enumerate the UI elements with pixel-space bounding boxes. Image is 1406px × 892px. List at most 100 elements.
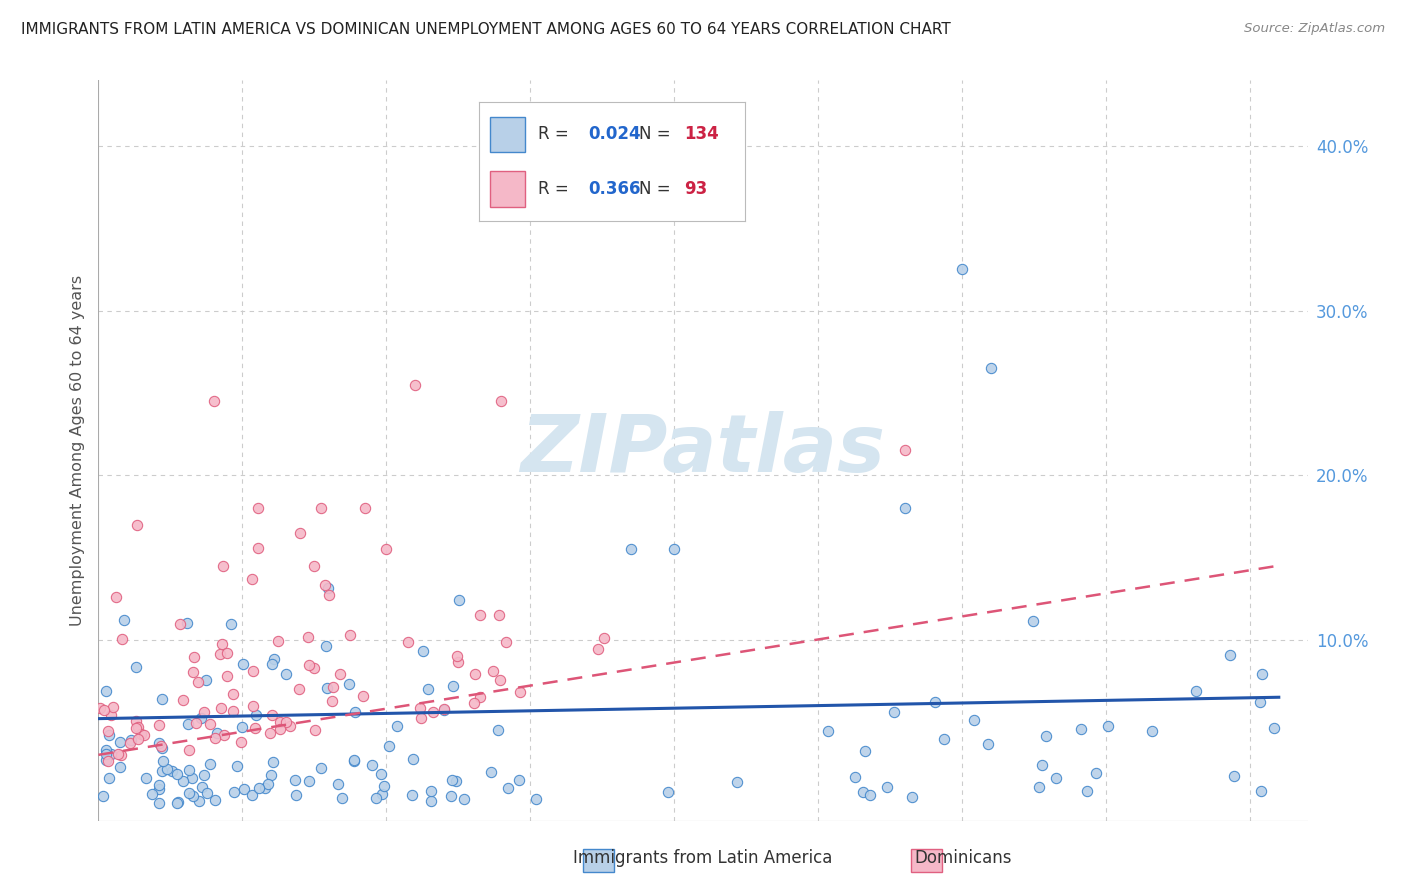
Point — [1085, 765, 1108, 780]
Point — [240, 788, 263, 802]
Point — [924, 695, 946, 709]
Point — [1142, 723, 1164, 738]
Point — [125, 721, 148, 735]
Point — [309, 761, 332, 775]
Point — [354, 501, 377, 516]
Point — [441, 772, 464, 787]
Point — [183, 650, 205, 665]
Text: IMMIGRANTS FROM LATIN AMERICA VS DOMINICAN UNEMPLOYMENT AMONG AGES 60 TO 64 YEAR: IMMIGRANTS FROM LATIN AMERICA VS DOMINIC… — [21, 22, 950, 37]
Point — [316, 581, 339, 595]
Point — [112, 613, 135, 627]
Point — [127, 731, 149, 746]
Point — [110, 748, 132, 763]
Point — [482, 664, 505, 678]
Point — [98, 771, 121, 785]
Point — [337, 677, 360, 691]
Point — [222, 704, 245, 718]
Point — [166, 766, 188, 780]
Point — [240, 572, 263, 586]
Point — [593, 631, 616, 645]
Point — [211, 701, 233, 715]
Point — [232, 782, 254, 797]
Point — [853, 744, 876, 758]
Point — [419, 784, 441, 798]
Point — [980, 361, 1002, 376]
Point — [950, 262, 973, 277]
Point — [977, 737, 1000, 751]
Point — [247, 780, 270, 795]
Point — [150, 739, 173, 754]
Point — [190, 710, 212, 724]
Point — [315, 639, 337, 653]
Point — [366, 790, 388, 805]
Point — [212, 728, 235, 742]
Point — [187, 794, 209, 808]
Point — [373, 779, 395, 793]
Point — [150, 741, 173, 756]
Point — [433, 703, 456, 717]
Point — [208, 648, 231, 662]
Point — [496, 780, 519, 795]
Point — [125, 660, 148, 674]
Text: Immigrants from Latin America: Immigrants from Latin America — [574, 849, 832, 867]
Point — [664, 542, 686, 557]
Point — [401, 788, 423, 802]
Point — [179, 786, 201, 800]
Point — [883, 705, 905, 719]
Point — [148, 796, 170, 810]
Point — [245, 721, 267, 735]
Point — [1045, 772, 1067, 786]
Point — [181, 665, 204, 680]
Point — [1219, 648, 1241, 663]
Point — [211, 637, 233, 651]
Point — [100, 708, 122, 723]
Point — [1223, 769, 1246, 783]
Point — [901, 789, 924, 804]
Point — [118, 736, 141, 750]
Point — [586, 642, 609, 657]
Point — [329, 667, 352, 681]
Point — [326, 777, 349, 791]
Text: Dominicans: Dominicans — [914, 849, 1012, 867]
Point — [378, 739, 401, 753]
Point — [97, 724, 120, 739]
Point — [94, 743, 117, 757]
Text: ZIPatlas: ZIPatlas — [520, 411, 886, 490]
Point — [298, 773, 321, 788]
Point — [508, 773, 530, 788]
Point — [411, 711, 433, 725]
Point — [1185, 684, 1208, 698]
Point — [89, 701, 111, 715]
Point — [620, 542, 643, 557]
Point — [342, 753, 364, 767]
Point — [1250, 784, 1272, 798]
Point — [94, 747, 117, 761]
Point — [509, 684, 531, 698]
Point — [276, 667, 298, 681]
Point — [156, 762, 179, 776]
Point — [204, 731, 226, 745]
Point — [247, 501, 270, 516]
Point — [260, 657, 283, 672]
Point — [93, 789, 115, 803]
Text: Source: ZipAtlas.com: Source: ZipAtlas.com — [1244, 22, 1385, 36]
Point — [247, 541, 270, 555]
Point — [524, 792, 547, 806]
Point — [396, 635, 419, 649]
Point — [453, 792, 475, 806]
Point — [371, 788, 394, 802]
Point — [1097, 719, 1119, 733]
Point — [1249, 694, 1271, 708]
Point — [370, 767, 392, 781]
Point — [150, 692, 173, 706]
Point — [177, 743, 200, 757]
Point — [242, 699, 264, 714]
Point — [309, 501, 332, 516]
Point — [1028, 780, 1050, 794]
Point — [962, 713, 984, 727]
Point — [150, 764, 173, 778]
Point — [468, 607, 491, 622]
Point — [105, 590, 128, 604]
Point — [263, 755, 285, 769]
Point — [259, 726, 281, 740]
